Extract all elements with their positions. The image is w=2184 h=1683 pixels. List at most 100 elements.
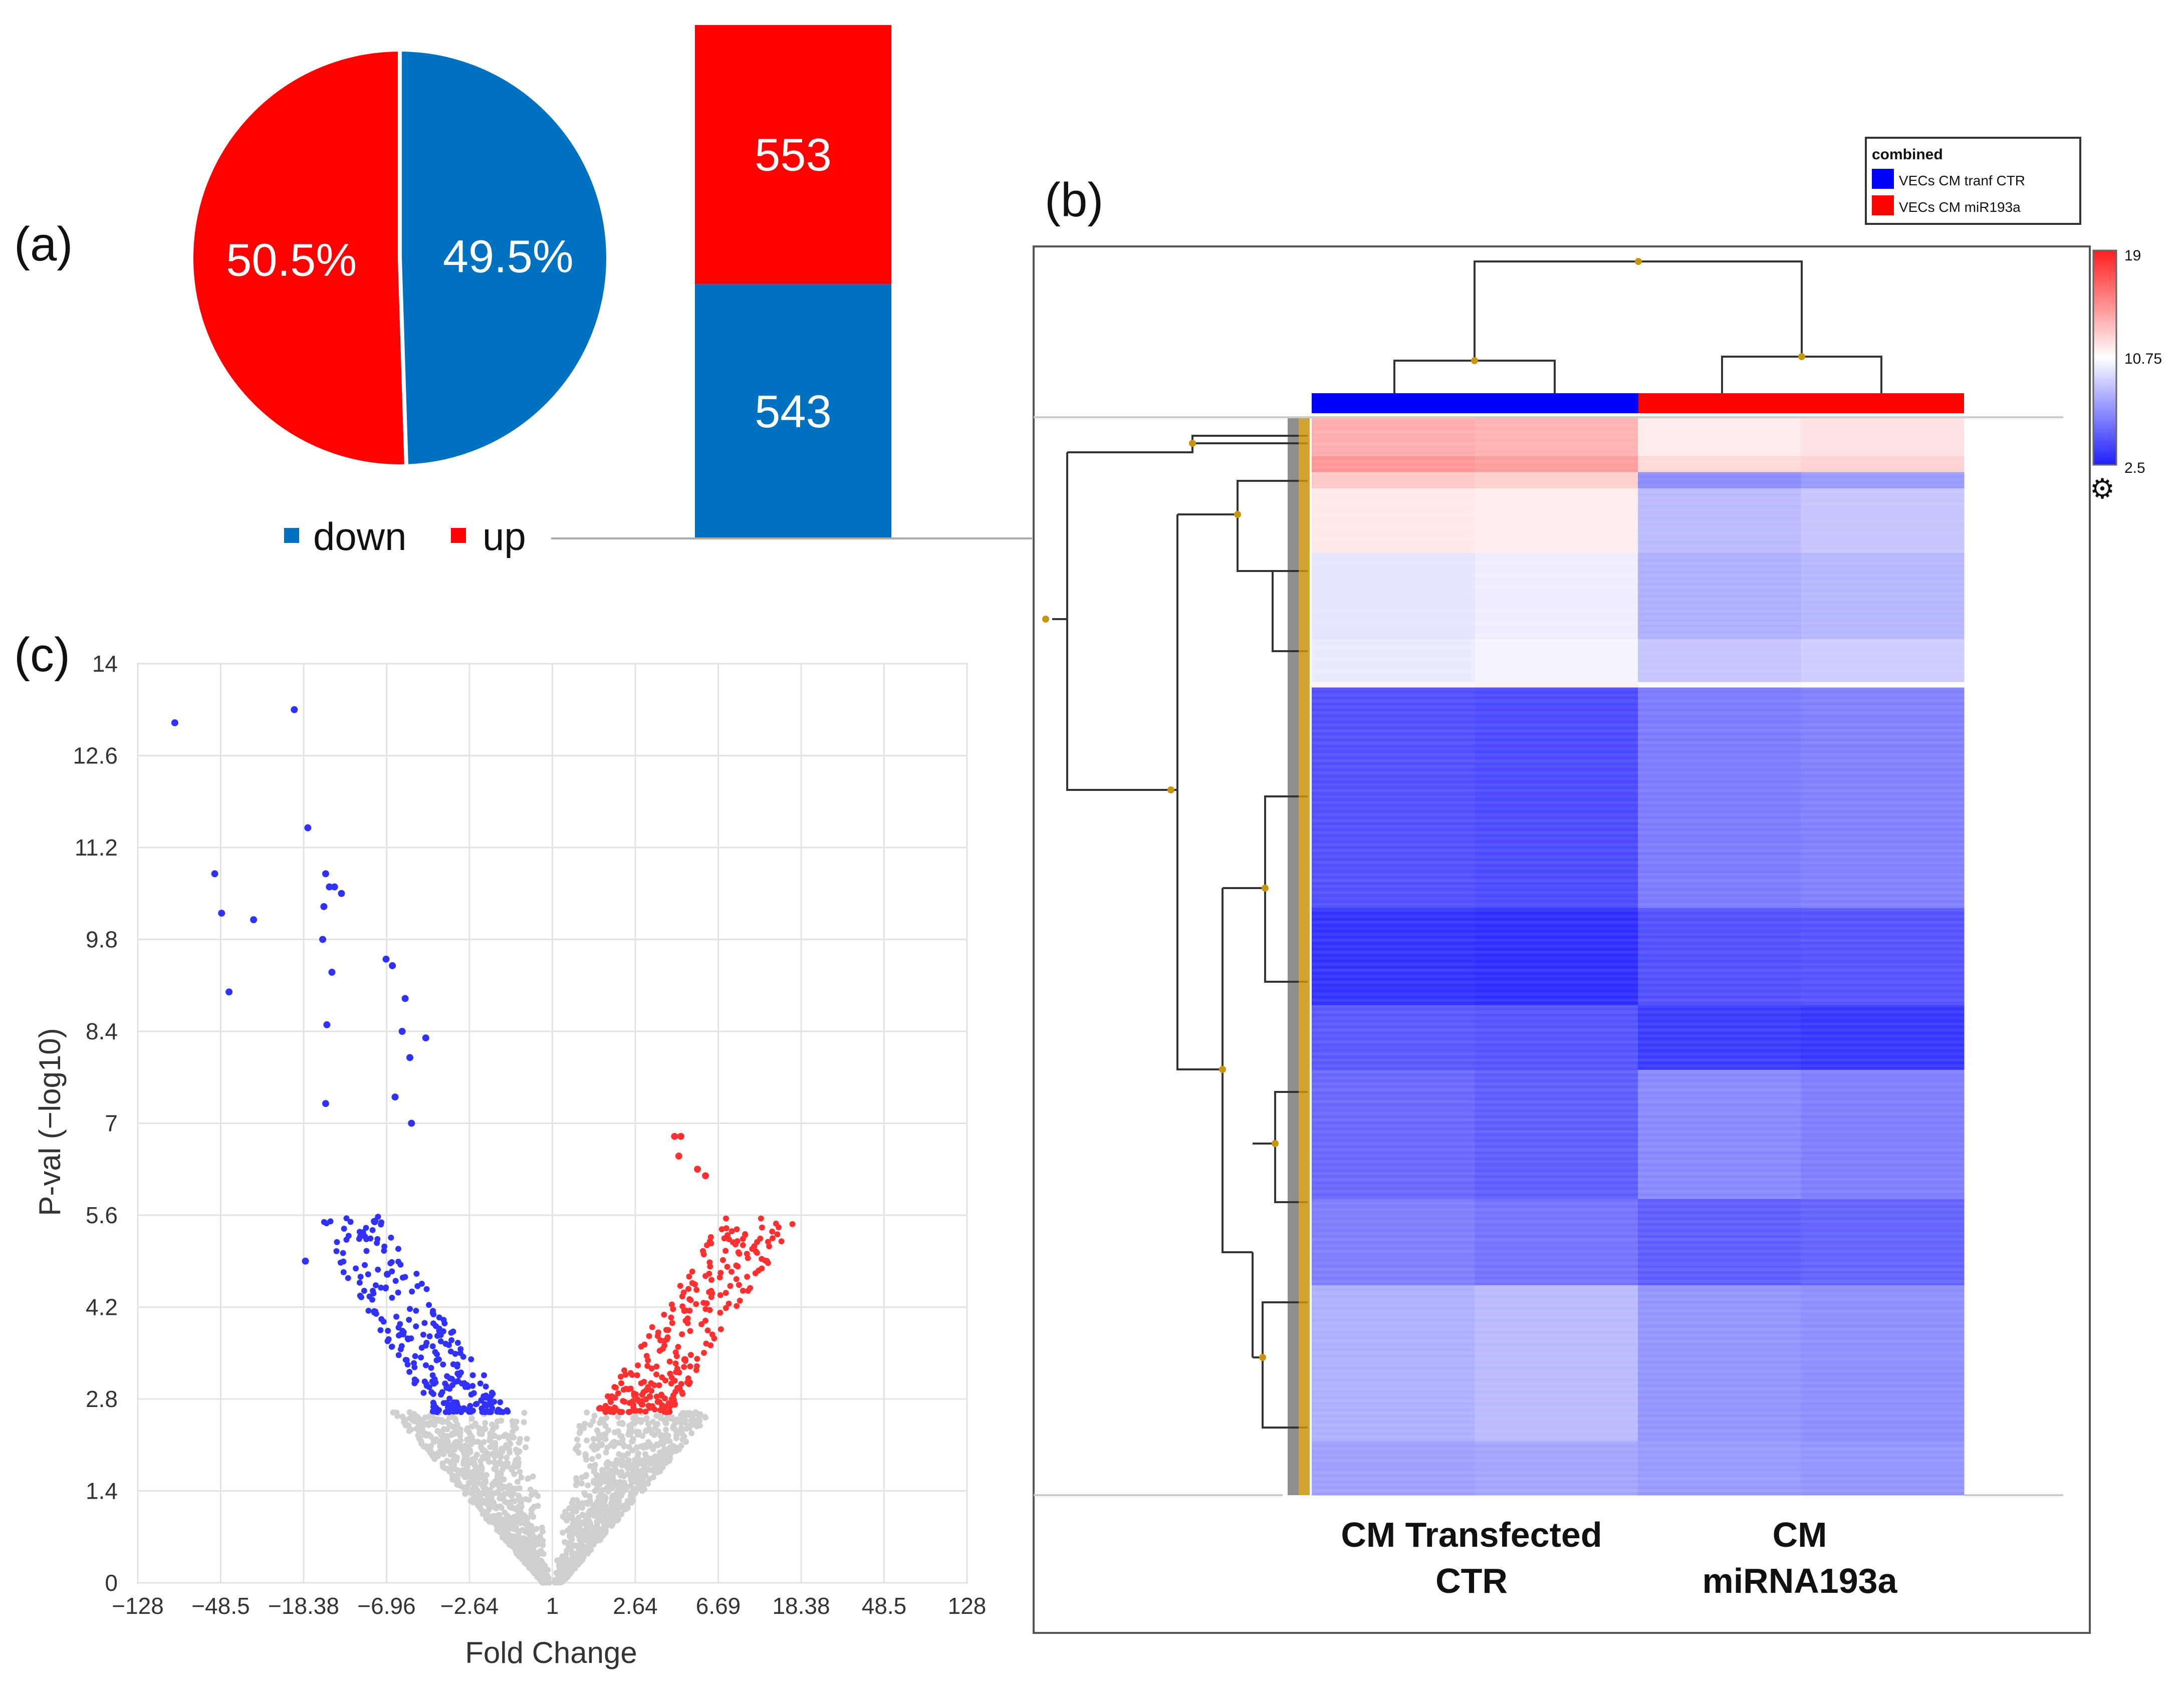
volcano-point-down (413, 1323, 419, 1330)
volcano-point-down (458, 1380, 465, 1387)
heatmap-row-stripe (1312, 909, 1964, 912)
volcano-point-up (702, 1273, 709, 1279)
volcano-point-up (618, 1380, 625, 1386)
heatmap-row-stripe (1312, 699, 1964, 703)
heatmap-row-stripe (1312, 1124, 1964, 1128)
heatmap-row-stripe (1312, 1088, 1964, 1091)
heatmap-row-stripe (1312, 753, 1964, 756)
panel-label-b: (b) (1045, 173, 1103, 227)
volcano-point-down (468, 1356, 474, 1362)
volcano-point-ns (520, 1512, 527, 1518)
volcano-point-down (404, 1361, 411, 1368)
volcano-point-up (638, 1343, 644, 1350)
volcano-point-ns (671, 1418, 678, 1425)
heatmap-row-stripe (1312, 478, 1964, 481)
volcano-point-ns (625, 1431, 632, 1438)
volcano-point-up (638, 1380, 644, 1386)
heatmap-row-stripe (1312, 681, 1964, 685)
heatmap-row-stripe (1312, 586, 1964, 589)
volcano-point-up (770, 1235, 776, 1242)
heatmap-row-stripe (1312, 1369, 1964, 1373)
heatmap-row-stripe (1312, 705, 1964, 709)
volcano-point-ns (686, 1425, 692, 1431)
volcano-point-ns (475, 1465, 482, 1472)
volcano-point-up (627, 1370, 634, 1376)
heatmap-row-stripe (1312, 520, 1964, 523)
volcano-point-up (698, 1321, 705, 1327)
volcano-point-ns (512, 1506, 518, 1512)
volcano-point-down (395, 1352, 402, 1358)
heatmap-row-stripe (1312, 807, 1964, 810)
heatmap-row-stripe (1312, 628, 1964, 631)
volcano-point-ns (622, 1453, 629, 1459)
volcano-point-up (765, 1239, 771, 1245)
volcano-point-up-outlier (671, 1133, 678, 1140)
volcano-point-ns (464, 1425, 470, 1432)
volcano-point-ns (642, 1428, 649, 1435)
volcano-point-up (778, 1238, 785, 1245)
heatmap-row-stripe (1312, 1094, 1964, 1097)
volcano-point-up (725, 1300, 732, 1307)
volcano-point-up (653, 1393, 660, 1400)
volcano-point-down (327, 1218, 334, 1225)
volcano-point-down-outlier (391, 1093, 399, 1101)
volcano-point-ns (521, 1410, 528, 1416)
volcano-point-ns (457, 1426, 463, 1433)
heatmap-row-stripe (1312, 1010, 1964, 1014)
volcano-point-down (360, 1229, 366, 1235)
heatmap-cell-9-0 (1312, 1005, 1475, 1070)
volcano-point-ns (630, 1436, 636, 1442)
volcano-point-ns (632, 1457, 638, 1463)
heatmap-row-stripe (1312, 825, 1964, 828)
volcano-point-ns (660, 1454, 666, 1460)
volcano-point-up (651, 1406, 658, 1413)
volcano-point-down (340, 1269, 347, 1275)
volcano-point-up (663, 1327, 669, 1333)
volcano-point-up (765, 1260, 771, 1266)
volcano-point-ns (532, 1559, 539, 1565)
volcano-point-ns (525, 1521, 531, 1527)
volcano-point-ns (602, 1423, 609, 1429)
volcano-point-ns (679, 1436, 686, 1443)
volcano-point-ns (527, 1562, 534, 1569)
heatmap-row-stripe (1312, 514, 1964, 517)
volcano-point-down (389, 1343, 395, 1350)
gear-icon[interactable]: ⚙ (2090, 473, 2115, 504)
volcano-point-down-outlier (323, 1021, 331, 1028)
volcano-point-down (481, 1401, 488, 1408)
volcano-point-ns (596, 1433, 602, 1440)
volcano-point-ns (578, 1480, 585, 1487)
volcano-point-ns (512, 1514, 518, 1520)
volcano-point-ns (410, 1418, 417, 1425)
volcano-point-ns (587, 1463, 593, 1470)
volcano-point-down-outlier (401, 995, 409, 1002)
volcano-point-ns (590, 1502, 596, 1508)
volcano-point-ns (488, 1503, 495, 1509)
volcano-point-ns (506, 1487, 513, 1493)
volcano-point-ns (478, 1431, 485, 1437)
row-node-b (1234, 511, 1241, 518)
heatmap-cell-2-2 (1638, 472, 1801, 489)
volcano-point-ns (589, 1456, 596, 1462)
heatmap-cell-12-3 (1801, 1285, 1965, 1442)
heatmap-row-stripe (1312, 813, 1964, 816)
volcano-point-ns (609, 1477, 615, 1483)
volcano-point-down (429, 1343, 436, 1349)
heatmap-row-stripe (1312, 1232, 1964, 1235)
volcano-point-up (681, 1364, 687, 1370)
volcano-point-ns (483, 1491, 490, 1498)
heatmap-row-stripe (1312, 1363, 1964, 1367)
heatmap-row-stripe (1312, 1004, 1964, 1008)
volcano-point-up (620, 1386, 627, 1393)
volcano-point-up (640, 1389, 647, 1395)
volcano-point-up (734, 1226, 740, 1233)
volcano-point-ns (454, 1454, 460, 1461)
volcano-point-down (442, 1380, 448, 1387)
volcano-point-down (361, 1287, 367, 1294)
heatmap-row-stripe (1312, 711, 1964, 715)
pie-label-down: 49.5% (443, 231, 574, 283)
heatmap-row-stripe (1312, 1052, 1964, 1056)
row-dendro-b9 (1253, 1301, 1308, 1358)
volcano-point-down-outlier (383, 1270, 391, 1278)
heatmap-row-stripe (1312, 1297, 1964, 1301)
